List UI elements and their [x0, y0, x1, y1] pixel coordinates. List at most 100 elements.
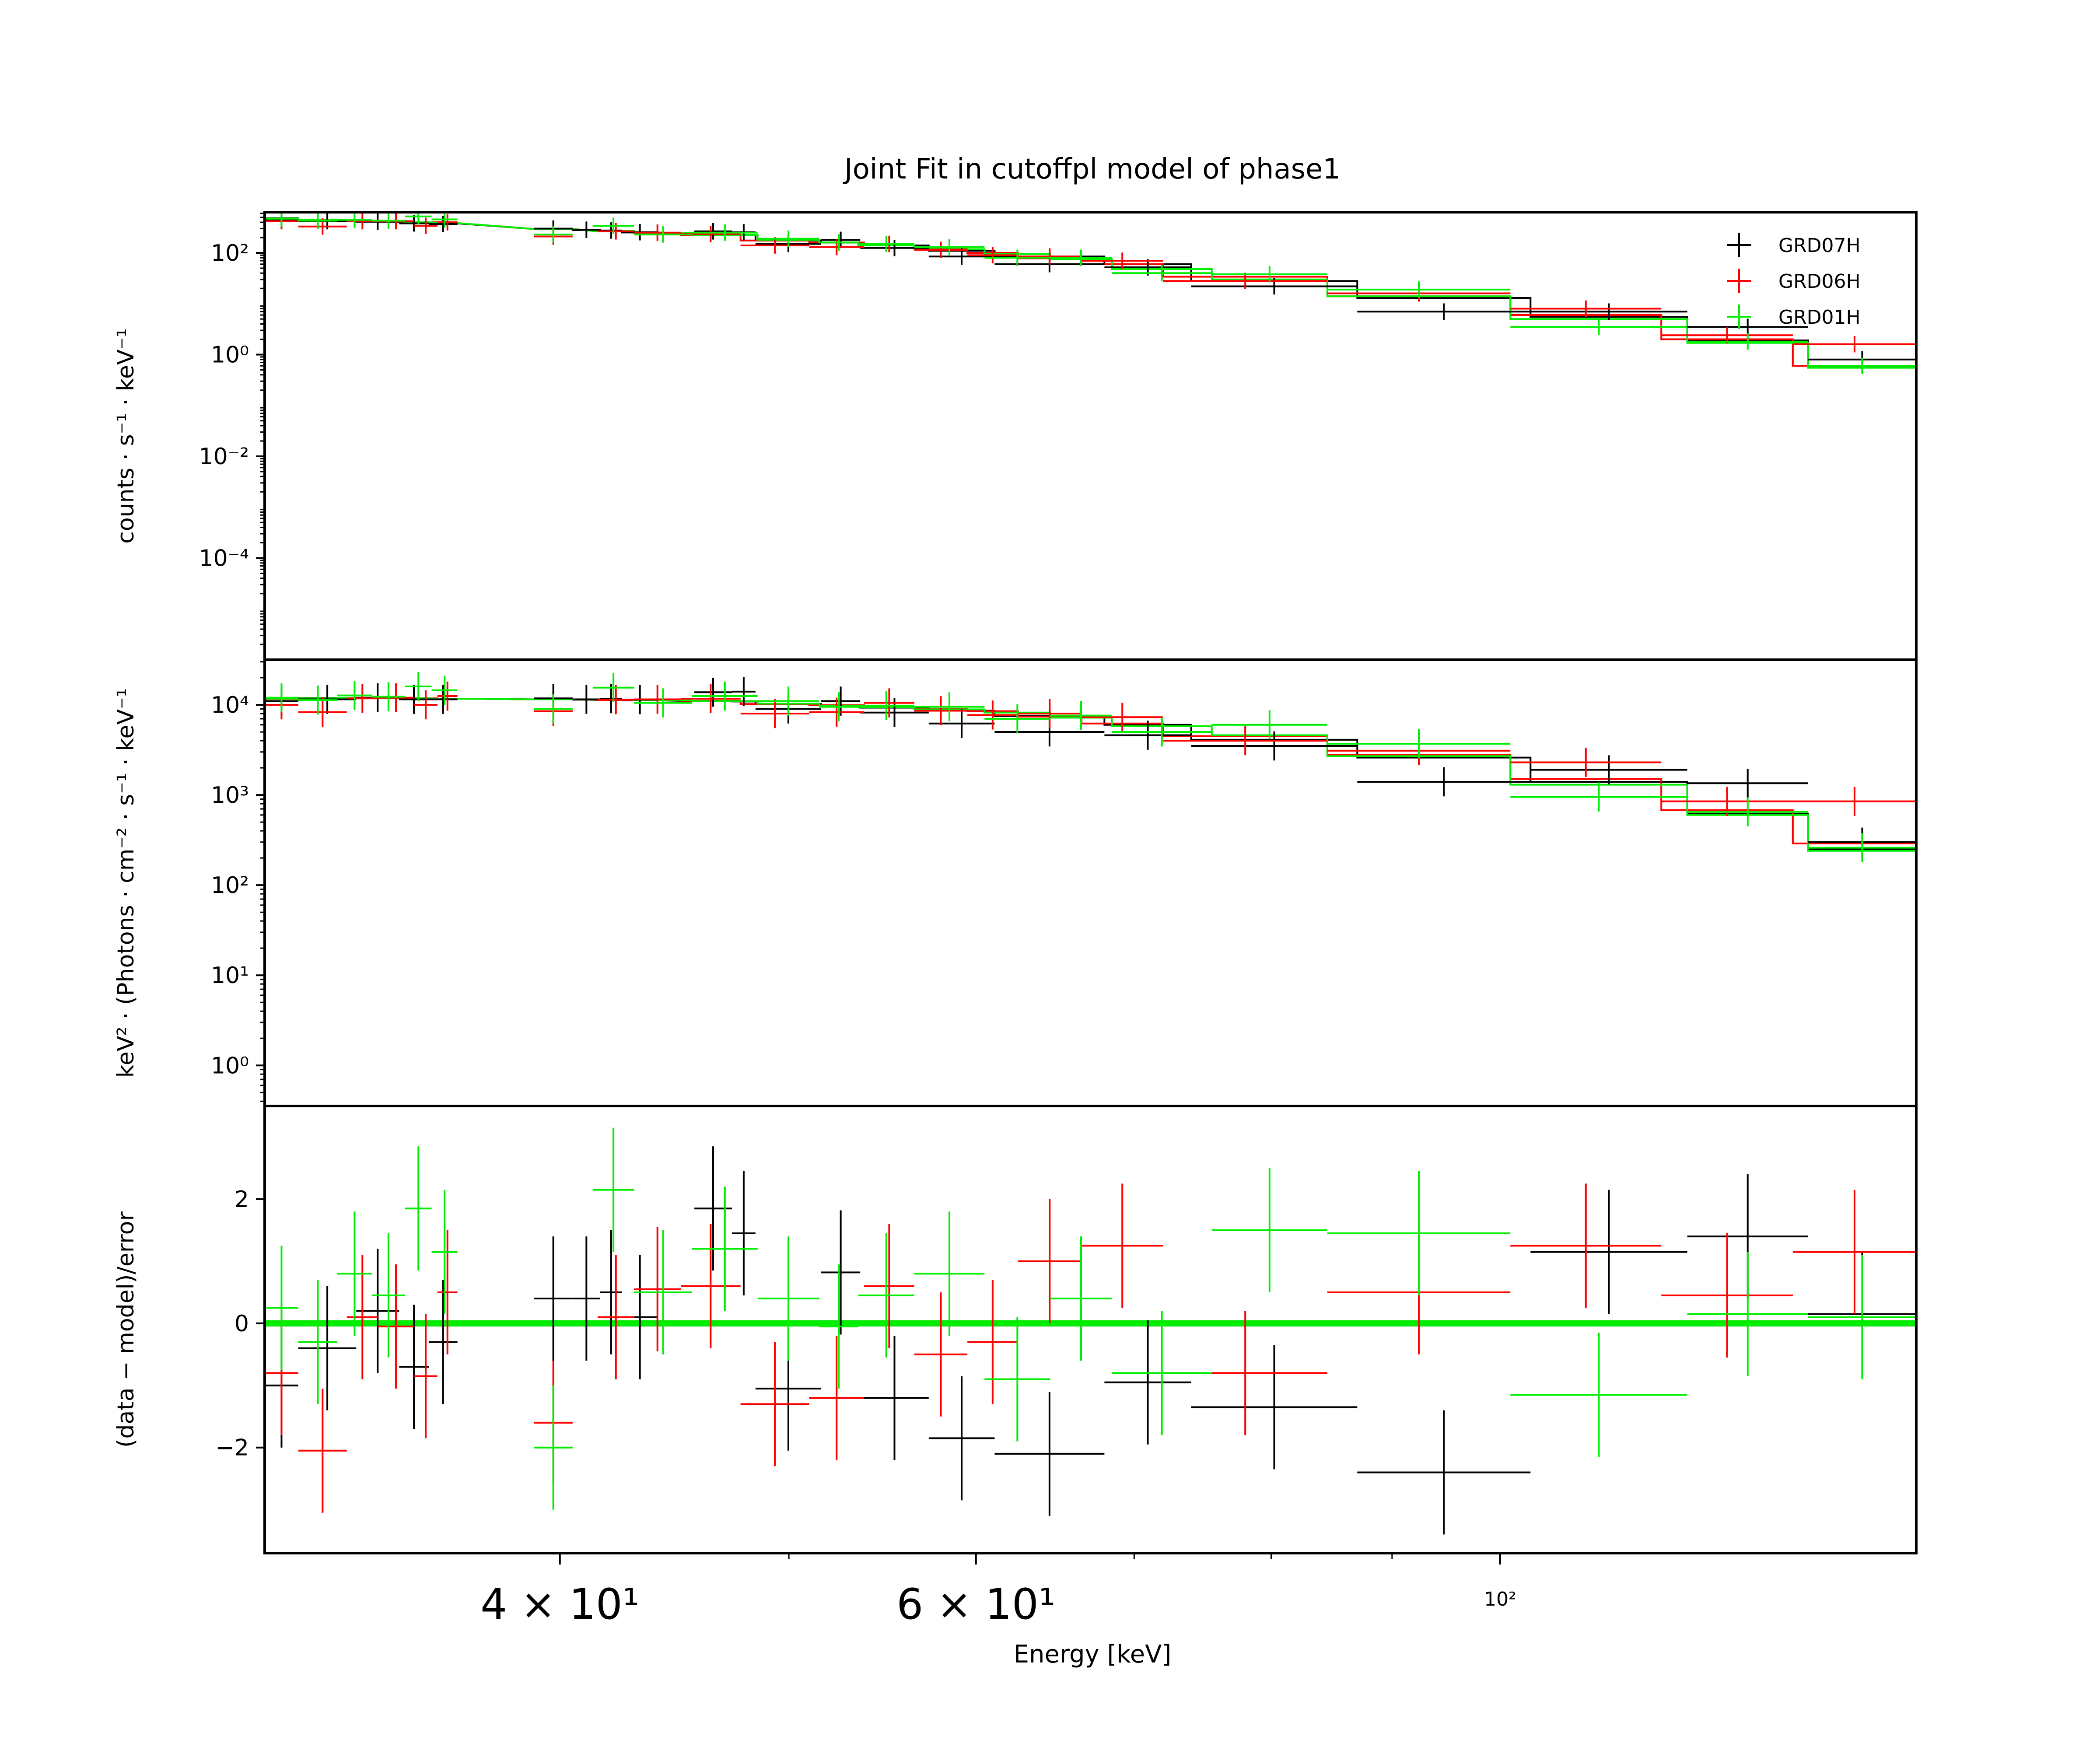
- data-point-GRD07H: [694, 223, 732, 240]
- data-point-GRD01H: [431, 212, 458, 228]
- legend-label: GRD06H: [1778, 270, 1861, 293]
- data-point-GRD01H: [405, 672, 432, 701]
- data-point-GRD06H: [1018, 248, 1082, 265]
- data-point-GRD01H: [1211, 1168, 1327, 1292]
- data-point-GRD06H: [1792, 336, 1916, 353]
- data-point-GRD01H: [2014, 1202, 2100, 1326]
- x-tick-label: 6 × 10¹: [896, 1580, 1055, 1629]
- data-point-GRD06H: [914, 242, 968, 258]
- data-point-GRD07H: [1687, 768, 1808, 798]
- data-point-GRD01H: [1211, 710, 1327, 739]
- data-point-GRD06H: [598, 1255, 634, 1379]
- data-point-GRD01H: [534, 694, 573, 724]
- panel-frame-resid: [263, 1105, 1918, 1554]
- data-point-GRD06H: [740, 1342, 809, 1466]
- data-point-GRD06H: [864, 1224, 914, 1348]
- data-point-GRD06H: [740, 237, 809, 254]
- data-point-GRD01H: [265, 683, 298, 712]
- data-point-GRD01H: [337, 1211, 372, 1336]
- data-point-GRD01H: [914, 1211, 985, 1336]
- data-point-GRD07H: [428, 216, 458, 232]
- data-point-GRD07H: [572, 1236, 600, 1361]
- panels: 10² 10⁰ 10⁻² 10⁻⁴ counts · s⁻¹ · keV⁻¹ 10⁴ 10³…: [113, 211, 2100, 1629]
- data-point-GRD01H: [1916, 784, 2014, 814]
- data-point-GRD06H: [1082, 702, 1163, 732]
- data-point-GRD01H: [337, 212, 372, 228]
- data-point-GRD06H: [2002, 1177, 2100, 1302]
- panel-ef: 10⁴ 10³ 10² 10¹ 10⁰ keV² · (Photons · cm⁻² · …: [113, 658, 2100, 1107]
- panel-resid: 2 0 −2 (data − model)/error: [113, 1105, 2100, 1554]
- legend-item-GRD07H: GRD07H: [1727, 233, 1861, 257]
- data-point-GRD06H: [346, 683, 378, 713]
- plot-area-resid: [265, 1127, 2100, 1535]
- y-tick-label: −2: [215, 1435, 249, 1461]
- data-point-GRD06H: [414, 217, 438, 234]
- data-point-GRD06H: [2002, 780, 2100, 810]
- data-point-GRD01H: [1510, 782, 1687, 812]
- data-point-GRD01H: [757, 1236, 819, 1361]
- data-point-GRD07H: [1191, 1345, 1358, 1470]
- data-point-GRD01H: [1050, 1236, 1112, 1361]
- panel-frame-counts: [263, 211, 1918, 661]
- data-point-GRD07H: [428, 1280, 458, 1404]
- data-point-GRD06H: [1082, 1183, 1163, 1308]
- panel-frame-ef: [263, 658, 1918, 1107]
- data-point-GRD01H: [1050, 249, 1112, 266]
- data-point-GRD01H: [371, 682, 406, 711]
- data-point-GRD06H: [1510, 748, 1662, 777]
- data-point-GRD01H: [405, 212, 432, 225]
- data-point-GRD06H: [634, 685, 681, 714]
- data-point-GRD06H: [598, 685, 634, 714]
- data-point-GRD06H: [681, 684, 741, 714]
- data-point-GRD06H: [437, 1230, 458, 1354]
- y-tick-label: 10⁰: [211, 1053, 249, 1079]
- data-point-GRD06H: [1792, 1190, 1916, 1314]
- data-point-GRD01H: [634, 226, 692, 243]
- data-point-GRD06H: [1510, 1183, 1662, 1308]
- data-point-GRD07H: [694, 677, 732, 707]
- data-point-GRD06H: [809, 1336, 864, 1460]
- data-point-GRD07H: [928, 248, 995, 265]
- data-point-GRD07H: [298, 1286, 357, 1410]
- data-point-GRD01H: [1327, 1171, 1511, 1295]
- data-point-GRD01H: [265, 1246, 298, 1370]
- data-point-GRD01H: [1916, 344, 2014, 361]
- data-point-GRD07H: [1104, 1320, 1191, 1445]
- data-point-GRD07H: [600, 1230, 622, 1354]
- data-point-GRD01H: [634, 688, 692, 718]
- data-point-GRD01H: [984, 249, 1050, 266]
- data-point-GRD07H: [1916, 762, 2014, 791]
- y-tick-label: 10⁻⁴: [199, 546, 249, 572]
- data-point-GRD07H: [1191, 731, 1358, 761]
- data-point-GRD01H: [858, 691, 914, 721]
- data-point-GRD06H: [437, 681, 458, 711]
- y-tick-label: 10⁴: [211, 692, 249, 718]
- data-point-GRD06H: [967, 247, 1018, 264]
- data-point-GRD07H: [1530, 1190, 1687, 1314]
- data-point-GRD01H: [1808, 833, 1916, 862]
- data-point-GRD07H: [928, 709, 995, 738]
- data-point-GRD01H: [819, 234, 858, 251]
- data-point-GRD01H: [634, 1230, 692, 1354]
- data-point-GRD07H: [928, 1376, 995, 1501]
- data-point-GRD01H: [858, 235, 914, 252]
- legend-label: GRD07H: [1778, 234, 1861, 257]
- data-point-GRD06H: [1163, 726, 1327, 756]
- data-point-GRD07H: [2014, 413, 2100, 429]
- data-point-GRD06H: [1661, 327, 1793, 344]
- data-point-GRD01H: [819, 1264, 858, 1389]
- data-point-GRD01H: [692, 1186, 758, 1311]
- data-point-GRD06H: [1916, 358, 2002, 374]
- data-point-GRD07H: [428, 685, 458, 714]
- data-point-GRD06H: [298, 697, 347, 727]
- data-point-GRD07H: [732, 1171, 756, 1295]
- y-axis-label-counts: counts · s⁻¹ · keV⁻¹: [113, 328, 139, 543]
- data-point-GRD06H: [1018, 1199, 1082, 1323]
- data-point-GRD01H: [534, 226, 573, 243]
- plot-area-ef: [265, 672, 2100, 888]
- data-point-GRD07H: [399, 685, 429, 714]
- chart-title: Joint Fit in cutoffpl model of phase1: [843, 153, 1340, 186]
- data-point-GRD01H: [1510, 318, 1687, 336]
- data-point-GRD01H: [1050, 701, 1112, 730]
- x-tick-label: 10²: [1484, 1588, 1516, 1610]
